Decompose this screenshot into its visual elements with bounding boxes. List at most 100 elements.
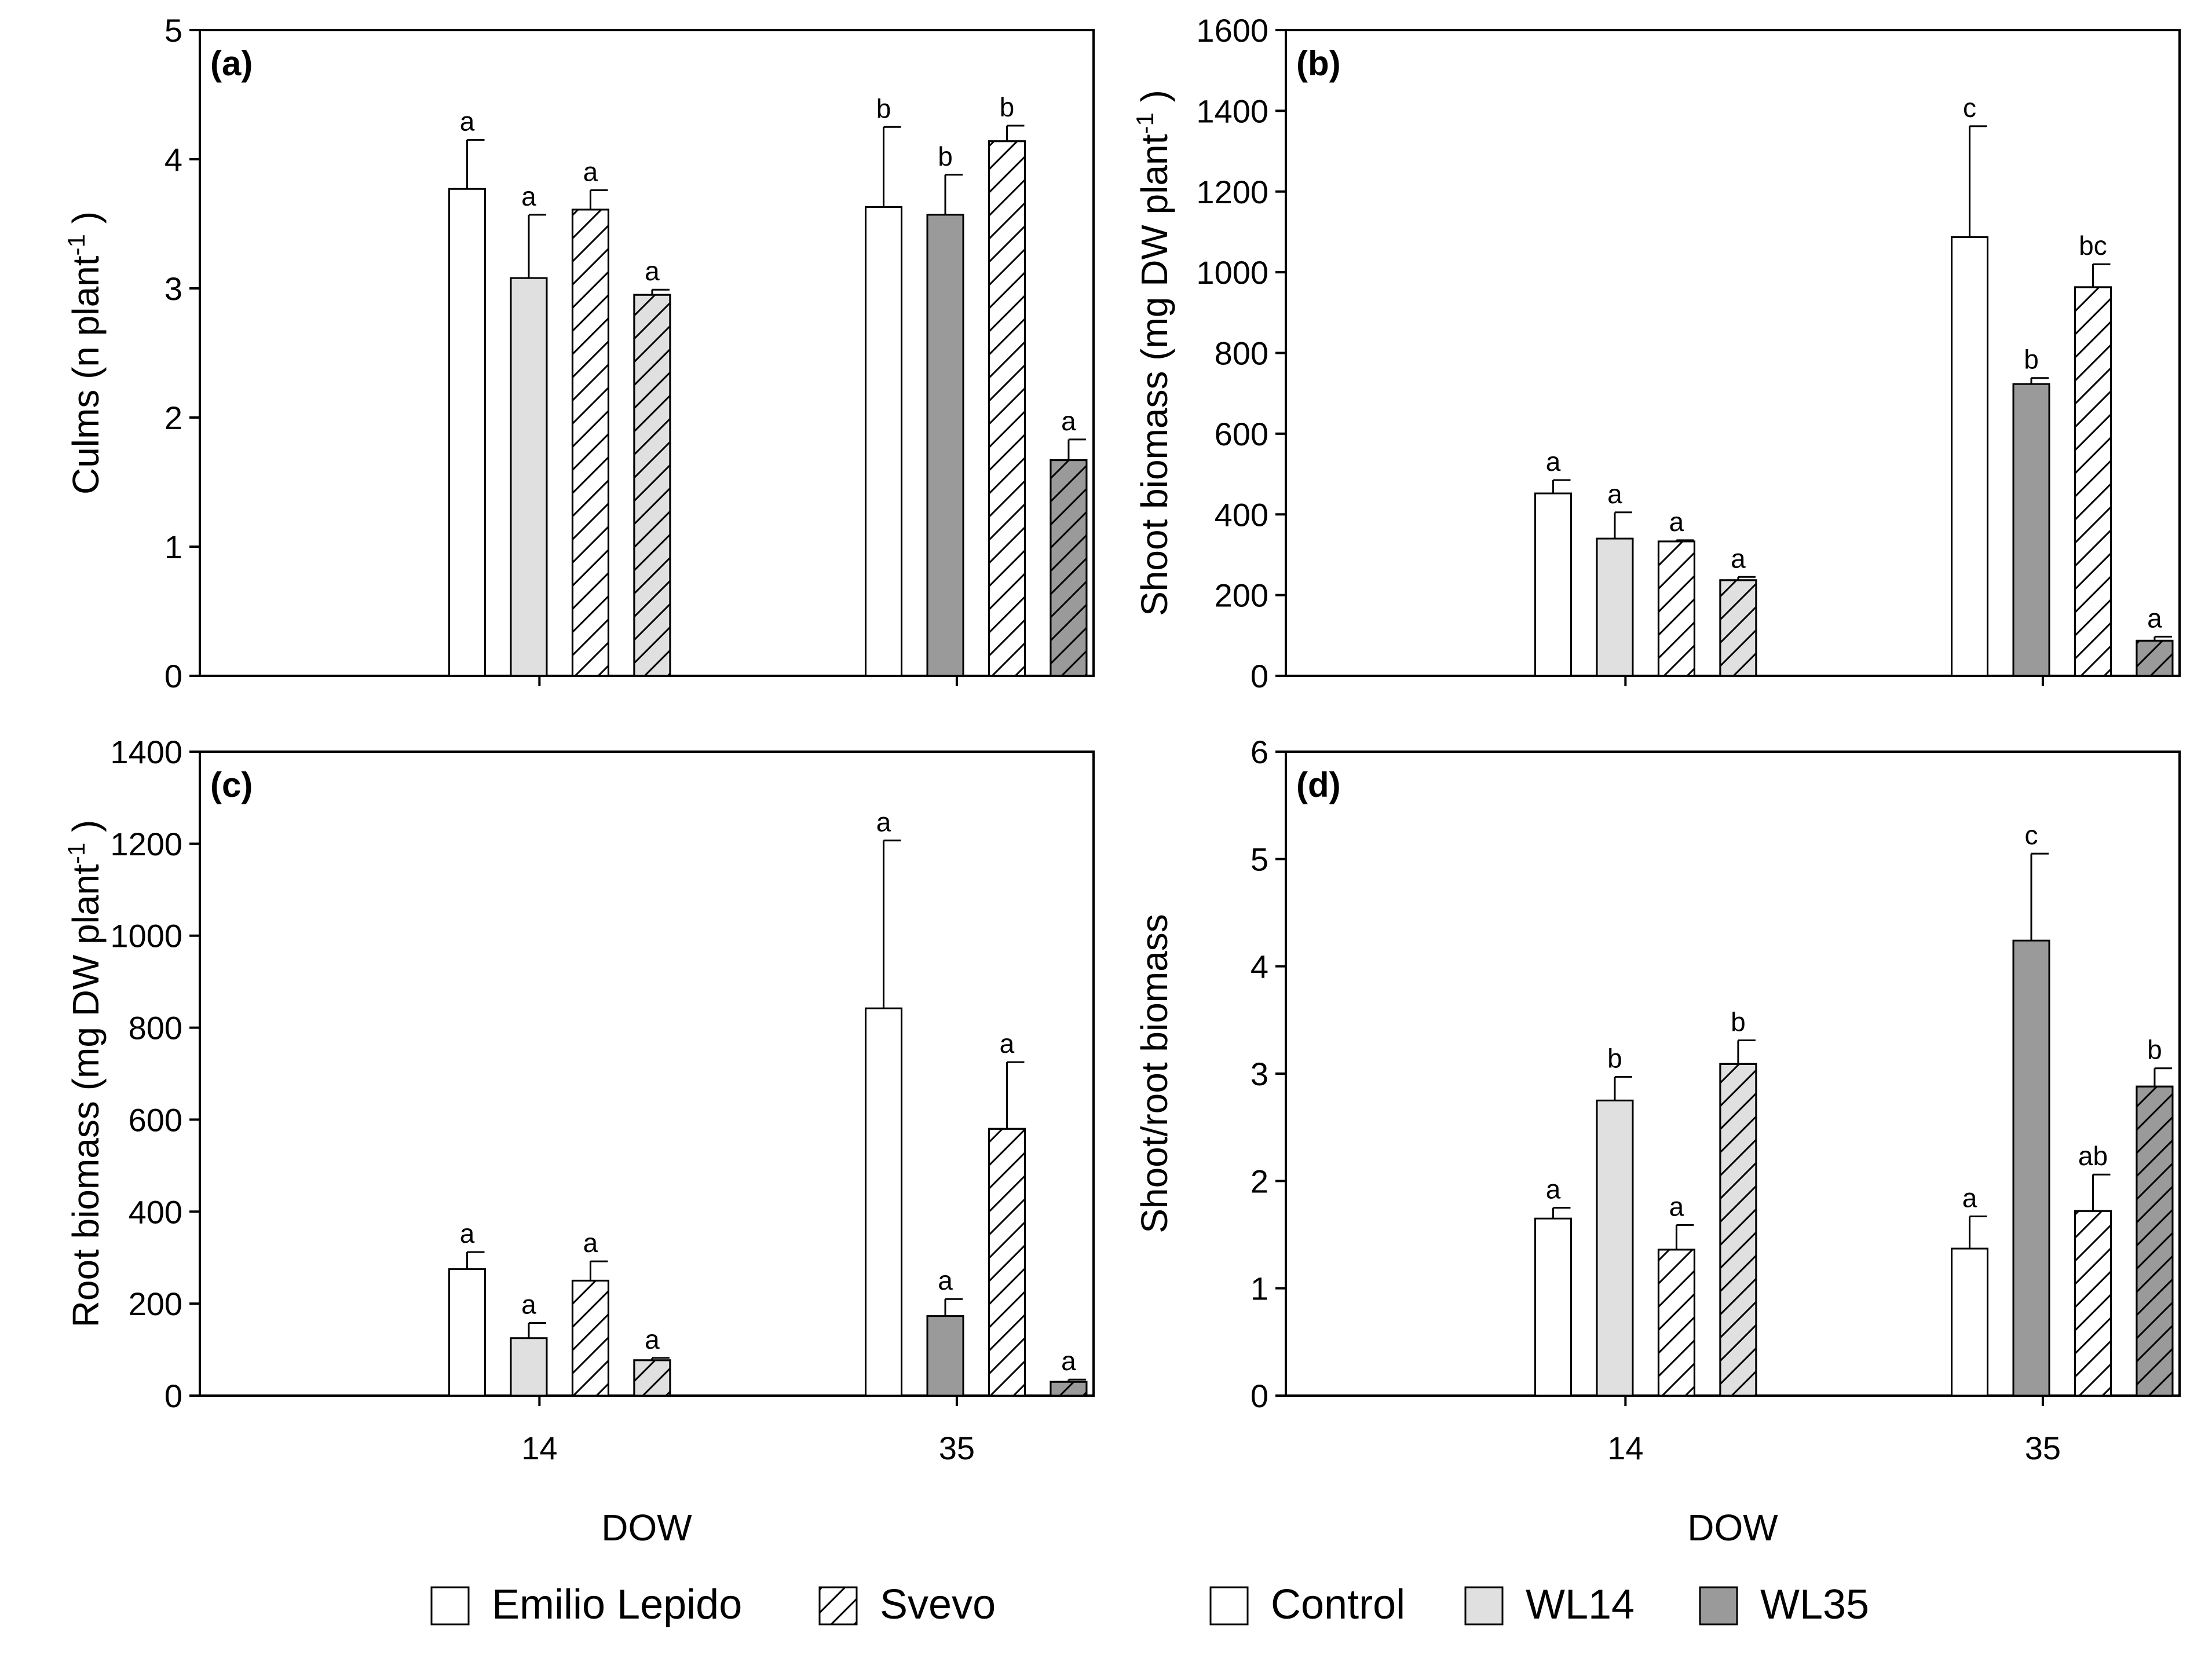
bar-35-emilio-lepido-wl35: b <box>926 141 964 677</box>
bar-14-emilio-lepido-control: a <box>1534 446 1572 677</box>
bar-35-svevo-control: bc <box>2074 230 2112 677</box>
significance-letter: bc <box>2079 230 2107 261</box>
bar-14-svevo-control: a <box>1657 507 1695 677</box>
y-tick-label: 400 <box>129 1194 182 1230</box>
y-tick-label: 1600 <box>1196 12 1268 49</box>
bar-35-svevo-wl35: a <box>1050 1346 1088 1397</box>
y-tick-label: 1200 <box>110 826 182 862</box>
y-tick-label: 3 <box>164 270 182 307</box>
legend-item-wl35: WL35 <box>1699 1582 1869 1628</box>
bar-35-emilio-lepido-control: a <box>865 807 903 1397</box>
significance-letter: b <box>2024 345 2039 375</box>
bar <box>2012 939 2050 1397</box>
bar-14-emilio-lepido-control: a <box>448 1218 486 1397</box>
significance-letter: c <box>2025 820 2038 850</box>
bar-35-emilio-lepido-control: c <box>1951 93 1989 677</box>
significance-letter: a <box>1731 543 1746 573</box>
significance-letter: a <box>460 107 475 137</box>
significance-letter: a <box>521 1290 536 1320</box>
legend-swatch <box>1209 1586 1249 1626</box>
significance-letter: a <box>1061 1346 1076 1376</box>
bar <box>926 1315 964 1397</box>
bar <box>1951 236 1989 677</box>
bar <box>865 206 903 677</box>
panel-c: 0 200 400 600 800 1000 1200 1400 14 35 (c) Root bio… <box>63 734 1095 1548</box>
x-axis-title: DOW <box>601 1507 692 1548</box>
y-axis-title: Culms (n plant-1 ) <box>63 211 107 495</box>
y-tick-label: 200 <box>1215 577 1268 614</box>
significance-letter: b <box>1731 1007 1746 1037</box>
significance-letter: a <box>645 1324 660 1355</box>
significance-letter: ab <box>2078 1141 2108 1171</box>
significance-letter: a <box>876 807 891 837</box>
bar <box>448 1268 486 1397</box>
significance-letter: a <box>583 1228 598 1258</box>
legend-label: WL14 <box>1526 1582 1635 1628</box>
legend-item-wl14: WL14 <box>1464 1582 1635 1628</box>
y-tick-label: 0 <box>1251 1378 1268 1414</box>
x-axis-title: DOW <box>1687 1507 1778 1548</box>
panel-label: (c) <box>210 766 253 804</box>
significance-letter: a <box>1546 446 1561 477</box>
y-tick-label: 4 <box>1251 949 1268 985</box>
legend-swatch <box>1464 1586 1504 1626</box>
x-tick-label: 35 <box>939 1430 975 1466</box>
bar-35-svevo-wl35: a <box>1050 406 1088 677</box>
bar-hatch <box>633 294 671 677</box>
y-axis-title: Root biomass (mg DW plant-1 ) <box>63 820 107 1328</box>
bar-35-emilio-lepido-control: b <box>865 93 903 677</box>
bar <box>1596 537 1634 677</box>
significance-letter: a <box>1962 1183 1977 1213</box>
y-tick-label: 1 <box>164 529 182 565</box>
legend-swatch <box>1699 1586 1738 1626</box>
legend-item-control: Control <box>1209 1582 1405 1628</box>
bar-hatch <box>1719 1063 1757 1397</box>
x-tick-label: 35 <box>2025 1430 2061 1466</box>
legend-label: Control <box>1271 1582 1405 1628</box>
bar <box>2012 383 2050 677</box>
y-tick-label: 1200 <box>1196 174 1268 210</box>
significance-letter: b <box>1607 1044 1622 1074</box>
bar <box>510 1337 548 1397</box>
bar <box>926 214 964 677</box>
bar-35-emilio-lepido-wl35: a <box>926 1265 964 1397</box>
bar <box>1596 1099 1634 1397</box>
significance-letter: a <box>460 1218 475 1249</box>
bar-14-svevo-control: a <box>571 1228 609 1397</box>
significance-letter: a <box>1061 406 1076 436</box>
bar-14-svevo-wl14: a <box>633 1324 671 1397</box>
bar-14-svevo-control: a <box>571 157 609 677</box>
bar-hatch <box>988 1127 1026 1397</box>
legend-item-emilio-lepido: Emilio Lepido <box>430 1582 742 1628</box>
y-tick-label: 800 <box>1215 335 1268 372</box>
significance-letter: a <box>521 181 536 211</box>
bar-14-emilio-lepido-wl14: a <box>1596 479 1634 677</box>
y-tick-label: 3 <box>1251 1056 1268 1092</box>
y-axis-title: Shoot biomass (mg DW plant-1 ) <box>1131 90 1175 616</box>
panel-b: 0 200 400 600 800 1000 1200 1400 1600 (b) Shoot bi… <box>1131 12 2181 694</box>
y-tick-label: 0 <box>1251 658 1268 694</box>
bar-hatch <box>571 208 609 677</box>
x-tick-label: 14 <box>1607 1430 1643 1466</box>
bar-hatch <box>988 140 1026 677</box>
significance-letter: b <box>938 141 953 171</box>
y-tick-label: 2 <box>1251 1163 1268 1199</box>
legend: Emilio Lepido Svevo Control WL14 WL35 <box>430 1582 1869 1628</box>
bar-35-svevo-wl35: b <box>2136 1035 2174 1397</box>
bar-35-emilio-lepido-wl35: c <box>2012 820 2050 1397</box>
y-tick-label: 0 <box>164 658 182 694</box>
bar-14-emilio-lepido-control: a <box>1534 1174 1572 1397</box>
significance-letter: a <box>1000 1028 1015 1059</box>
bar-hatch <box>2136 639 2174 677</box>
y-axis-title: Shoot/root biomass <box>1134 914 1175 1233</box>
y-tick-label: 2 <box>164 400 182 436</box>
bar-35-svevo-control: b <box>988 92 1026 677</box>
bar-14-emilio-lepido-wl14: b <box>1596 1044 1634 1397</box>
bar-14-svevo-wl14: b <box>1719 1007 1757 1397</box>
bar-hatch <box>1050 1381 1088 1397</box>
y-tick-label: 1000 <box>110 918 182 954</box>
significance-letter: a <box>2147 603 2162 633</box>
y-tick-label: 6 <box>1251 734 1268 770</box>
bar <box>1534 492 1572 677</box>
